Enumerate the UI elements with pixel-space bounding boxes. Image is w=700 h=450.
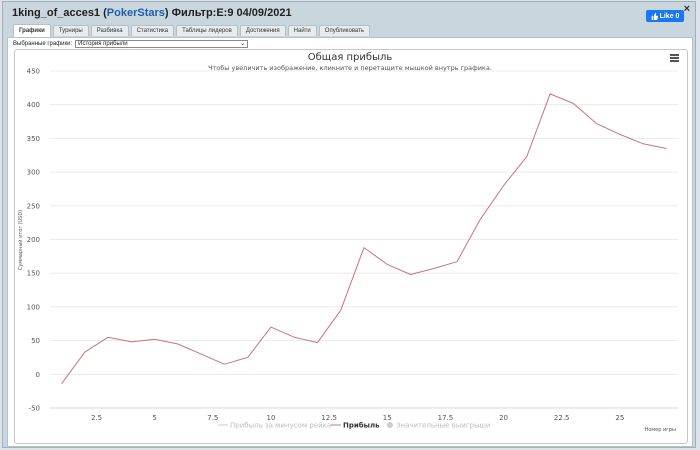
- tab-leaderboards[interactable]: Таблицы лидеров: [176, 25, 238, 36]
- title-bar: 1king_of_acces1 (PokerStars) Фильтр:E:9 …: [3, 2, 695, 24]
- tab-graphs[interactable]: Графики: [13, 24, 51, 37]
- tab-find[interactable]: Найти: [287, 25, 317, 36]
- chart-selector-row: Выбранные графики: История прибыли ⌄: [13, 40, 249, 48]
- title-filter: Фильтр:E:9 04/09/2021: [171, 7, 292, 19]
- chart-selector-label: Выбранные графики:: [13, 41, 73, 47]
- tab-tournaments[interactable]: Турниры: [52, 25, 89, 36]
- chevron-down-icon: ⌄: [240, 41, 246, 47]
- hamburger-menu-icon[interactable]: [670, 54, 679, 62]
- facebook-like-icon: [651, 12, 658, 20]
- tab-content: Выбранные графики: История прибыли ⌄: [7, 37, 693, 447]
- tab-bar: Графики Турниры Разбивка Статистика Табл…: [13, 24, 371, 37]
- chart-panel: [14, 49, 688, 444]
- tab-breakdown[interactable]: Разбивка: [90, 25, 129, 36]
- chart-selector-value: История прибыли: [78, 41, 128, 47]
- tab-achievements[interactable]: Достижения: [239, 25, 286, 36]
- like-label: Like 0: [659, 12, 680, 20]
- tab-statistics[interactable]: Статистика: [130, 25, 175, 36]
- close-icon[interactable]: ×: [683, 3, 690, 15]
- facebook-like-button[interactable]: Like 0: [646, 10, 684, 22]
- title-user: 1king_of_acces1: [12, 7, 101, 19]
- chart-selector-dropdown[interactable]: История прибыли ⌄: [75, 40, 249, 48]
- title-site-link[interactable]: PokerStars: [106, 7, 165, 19]
- tab-publish[interactable]: Опубликовать: [318, 25, 371, 36]
- window-title: 1king_of_acces1 (PokerStars) Фильтр:E:9 …: [12, 7, 292, 19]
